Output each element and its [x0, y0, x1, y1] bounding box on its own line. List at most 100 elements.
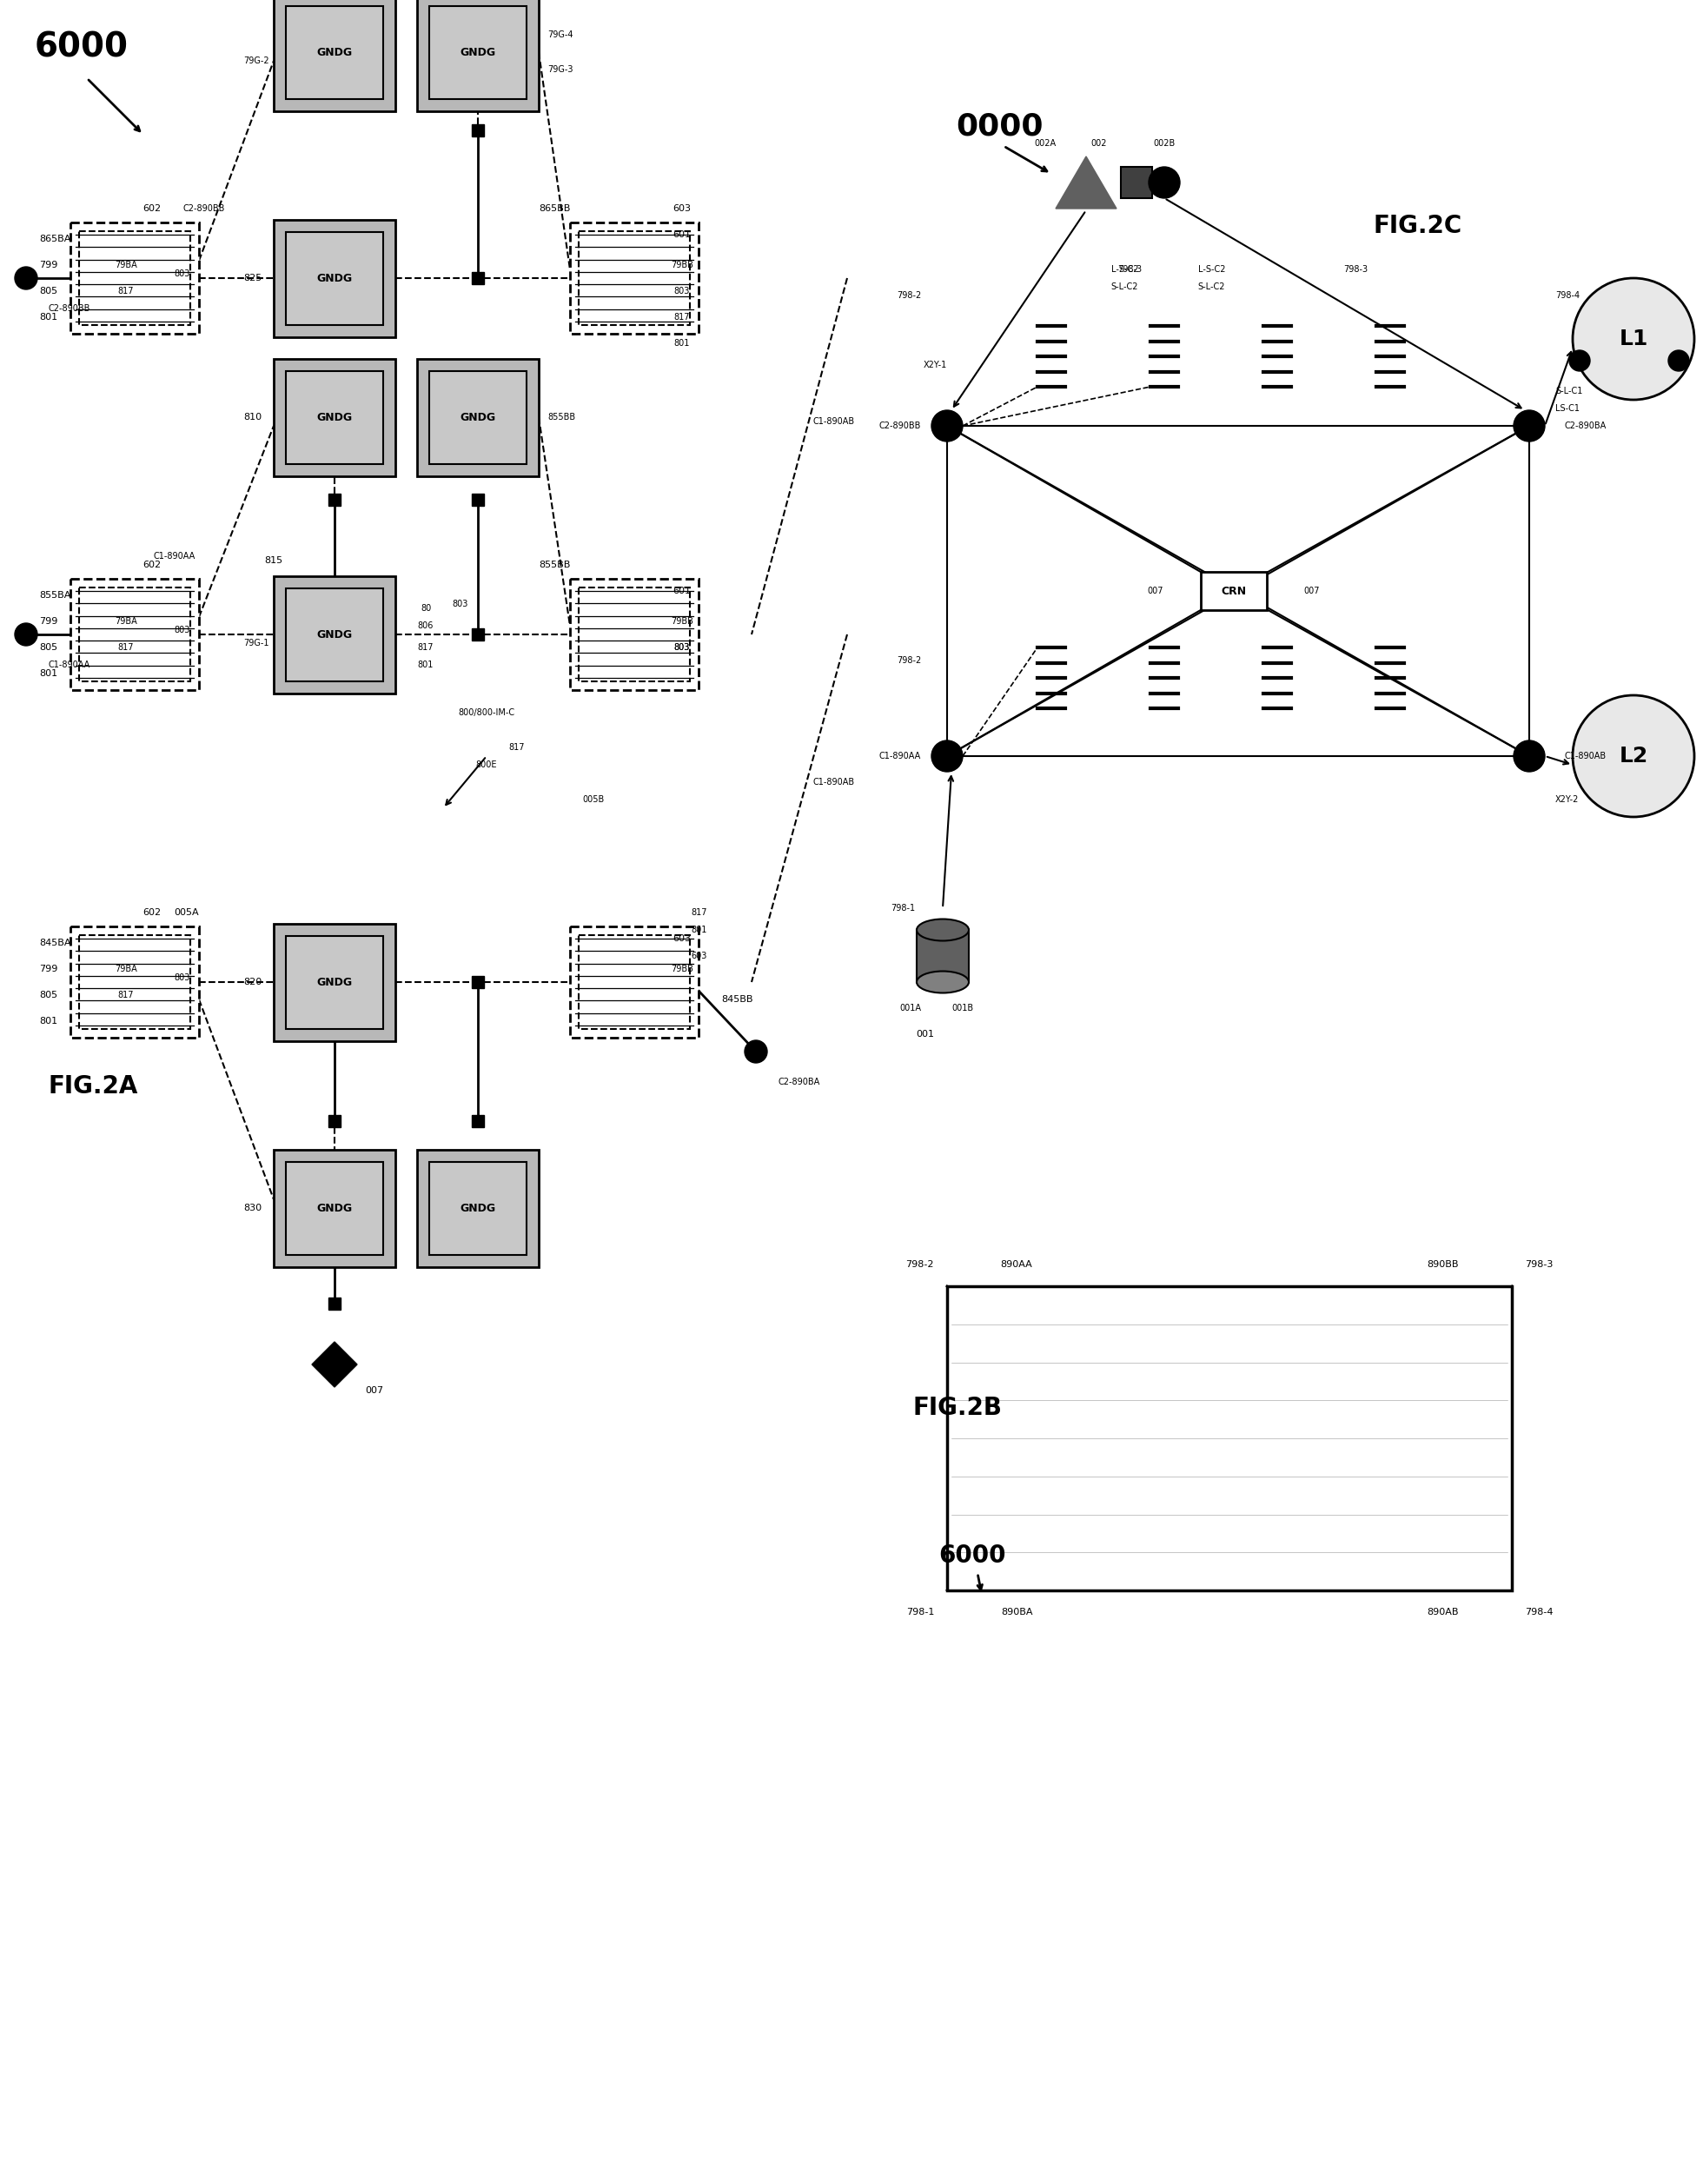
- Text: C1-890AB: C1-890AB: [812, 778, 855, 786]
- Circle shape: [1572, 695, 1694, 817]
- Text: 890AA: 890AA: [1001, 1260, 1032, 1269]
- Bar: [947, 1286, 1512, 1590]
- Bar: [472, 629, 484, 640]
- Text: 001A: 001A: [899, 1005, 921, 1013]
- Text: 803: 803: [174, 269, 191, 277]
- Bar: [274, 924, 395, 1042]
- Text: 798-3: 798-3: [1524, 1260, 1553, 1269]
- Bar: [70, 579, 199, 690]
- Bar: [571, 579, 698, 690]
- Bar: [78, 587, 191, 681]
- Text: 805: 805: [39, 992, 58, 1000]
- Bar: [274, 218, 395, 336]
- Text: C1-890AB: C1-890AB: [812, 417, 855, 426]
- Circle shape: [932, 740, 962, 771]
- Text: 817: 817: [118, 286, 135, 295]
- Bar: [274, 0, 395, 111]
- Text: 817: 817: [118, 992, 135, 1000]
- Text: 798-1: 798-1: [891, 904, 915, 913]
- Text: L2: L2: [1620, 745, 1649, 767]
- Text: 79G-3: 79G-3: [547, 66, 572, 74]
- Text: 845BA: 845BA: [39, 939, 72, 948]
- Text: 603: 603: [691, 952, 707, 961]
- Text: C2-890BB: C2-890BB: [184, 205, 225, 212]
- Bar: [286, 7, 383, 98]
- Bar: [579, 232, 690, 325]
- Text: 801: 801: [39, 668, 58, 677]
- Text: 855BB: 855BB: [538, 561, 571, 570]
- Text: 001: 001: [916, 1031, 935, 1040]
- Text: 79G-2: 79G-2: [244, 57, 269, 66]
- Text: X2Y-2: X2Y-2: [1555, 795, 1579, 804]
- Text: 602: 602: [143, 205, 162, 212]
- Text: 865BA: 865BA: [39, 234, 72, 242]
- Bar: [286, 1162, 383, 1254]
- Text: 803: 803: [674, 642, 690, 651]
- Text: 603: 603: [673, 205, 691, 212]
- Text: 803: 803: [674, 286, 690, 295]
- Text: GNDG: GNDG: [317, 629, 353, 640]
- Text: 79BA: 79BA: [114, 260, 138, 269]
- Text: 890AB: 890AB: [1427, 1607, 1458, 1616]
- Text: 830: 830: [244, 1203, 262, 1212]
- Circle shape: [1568, 349, 1591, 371]
- Text: GNDG: GNDG: [460, 46, 496, 57]
- Text: 005A: 005A: [174, 909, 199, 917]
- Text: 79G-4: 79G-4: [547, 31, 572, 39]
- Text: 845BB: 845BB: [720, 996, 753, 1005]
- Text: 801: 801: [691, 926, 707, 935]
- Text: FIG.2C: FIG.2C: [1373, 214, 1461, 238]
- Text: 865BB: 865BB: [538, 205, 571, 212]
- Text: L-S-C2: L-S-C2: [1197, 264, 1224, 273]
- Bar: [429, 1162, 526, 1254]
- Text: 815: 815: [264, 557, 283, 566]
- Text: GNDG: GNDG: [317, 411, 353, 424]
- Text: 803: 803: [453, 601, 468, 609]
- Text: 79BB: 79BB: [671, 618, 693, 627]
- Text: GNDG: GNDG: [460, 411, 496, 424]
- Text: 817: 817: [674, 312, 690, 321]
- Text: 805: 805: [39, 642, 58, 651]
- Text: X2Y-1: X2Y-1: [923, 360, 947, 369]
- Text: 825: 825: [244, 273, 262, 282]
- Text: C1-890AA: C1-890AA: [153, 553, 196, 561]
- Text: 601: 601: [673, 587, 691, 596]
- Text: GNDG: GNDG: [317, 273, 353, 284]
- Text: 602: 602: [143, 909, 162, 917]
- Text: C2-890BA: C2-890BA: [1563, 422, 1606, 430]
- Bar: [286, 935, 383, 1029]
- Text: 805: 805: [39, 286, 58, 295]
- Bar: [286, 371, 383, 463]
- Text: 005B: 005B: [582, 795, 605, 804]
- Bar: [472, 273, 484, 284]
- Text: 798-1: 798-1: [906, 1607, 933, 1616]
- Bar: [571, 926, 698, 1037]
- Text: C2-890BB: C2-890BB: [879, 422, 921, 430]
- Polygon shape: [312, 1341, 358, 1387]
- Circle shape: [932, 411, 962, 441]
- Circle shape: [1669, 349, 1689, 371]
- Text: 803: 803: [674, 642, 690, 651]
- Text: 801: 801: [674, 339, 690, 347]
- Text: 80: 80: [421, 605, 431, 614]
- Text: 798-3: 798-3: [1344, 264, 1368, 273]
- Text: L1: L1: [1620, 328, 1649, 349]
- Text: 001B: 001B: [952, 1005, 972, 1013]
- Text: 0000: 0000: [955, 111, 1042, 140]
- Text: 799: 799: [39, 618, 58, 627]
- Text: 602: 602: [143, 561, 162, 570]
- Text: 798-4: 798-4: [1555, 290, 1580, 299]
- Bar: [329, 494, 341, 507]
- Text: 798-2: 798-2: [906, 1260, 933, 1269]
- Bar: [78, 935, 191, 1029]
- Text: 798-4: 798-4: [1524, 1607, 1553, 1616]
- Text: S-L-C2: S-L-C2: [1110, 282, 1138, 290]
- Text: FIG.2B: FIG.2B: [913, 1396, 1001, 1420]
- Text: 817: 817: [691, 909, 707, 917]
- Text: 007: 007: [1304, 587, 1320, 596]
- Text: C1-890AA: C1-890AA: [48, 660, 90, 668]
- Text: 817: 817: [417, 642, 434, 651]
- Text: 6000: 6000: [938, 1544, 1006, 1568]
- Circle shape: [1572, 277, 1694, 400]
- Text: C2-890BB: C2-890BB: [48, 304, 90, 312]
